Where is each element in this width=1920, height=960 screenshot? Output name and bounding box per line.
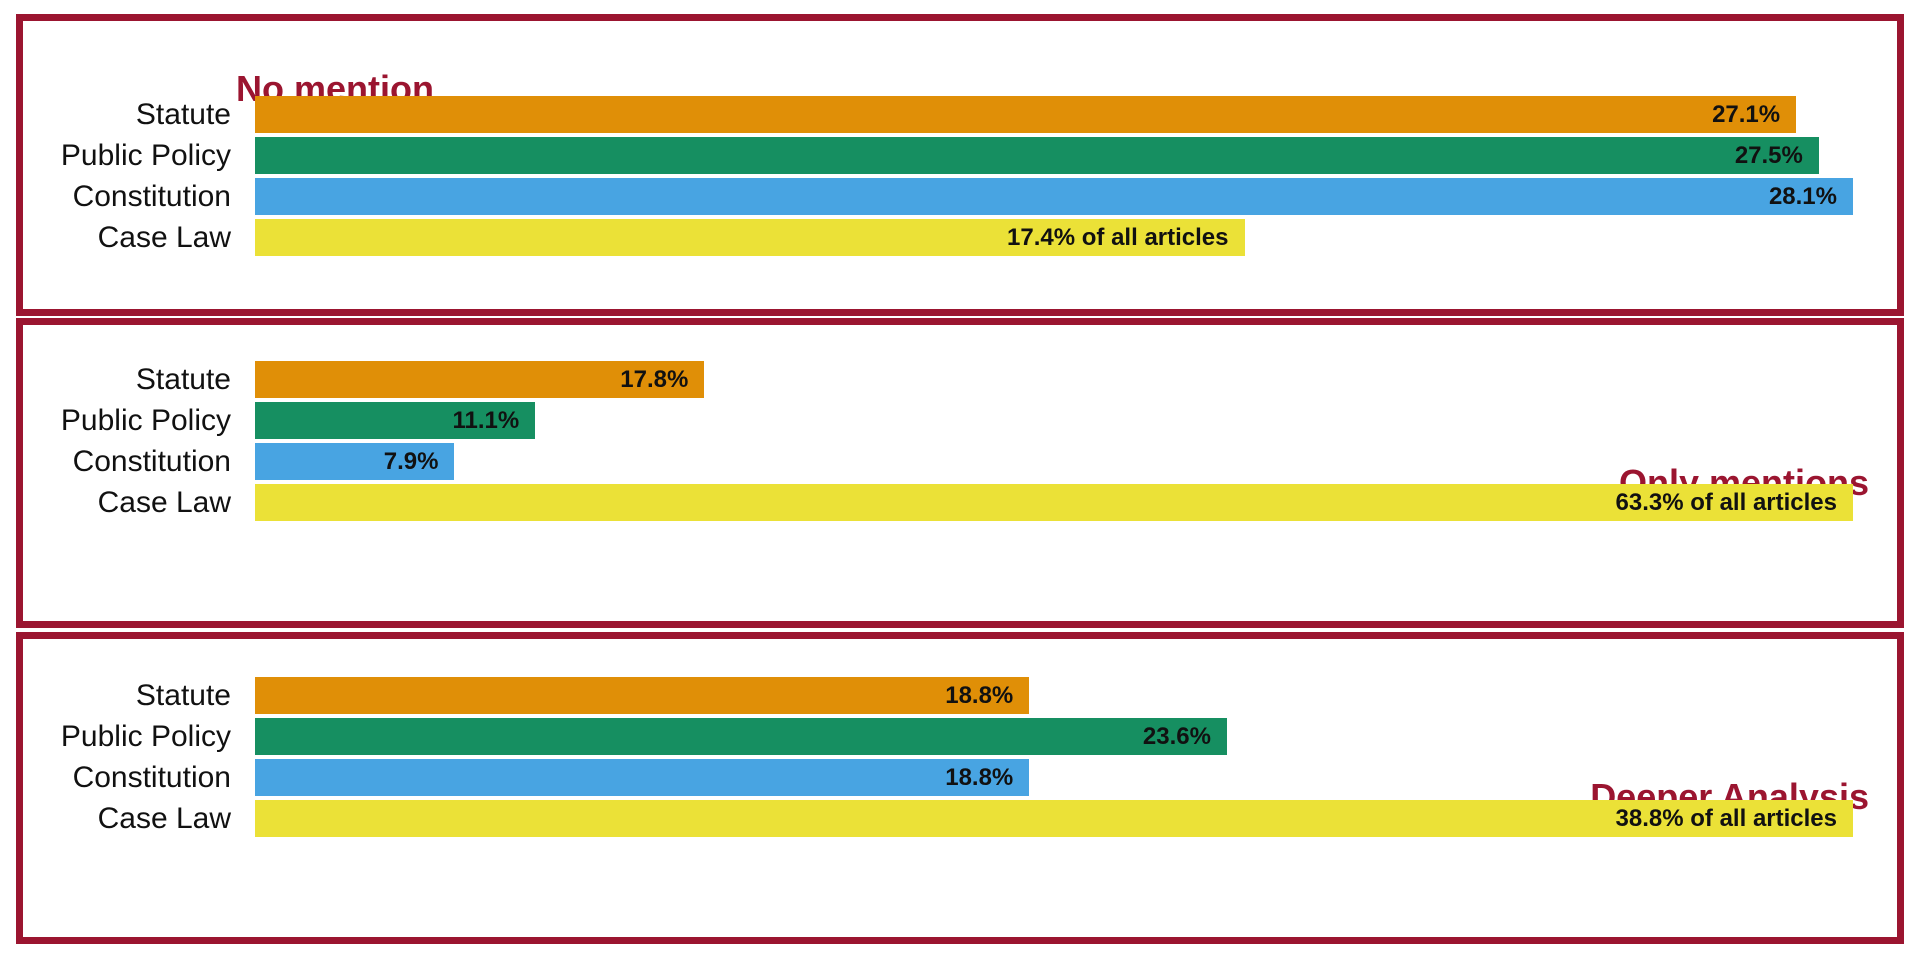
category-label: Statute [135,679,231,712]
bar: 17.4% of all articles [255,219,1245,256]
bar-row: Case Law 38.8% of all articles [23,800,1897,837]
category-label: Constitution [72,180,231,213]
category-label: Case Law [97,486,231,519]
bar-value-label: 17.4% of all articles [1007,224,1229,251]
bar-row: Case Law 17.4% of all articles [23,219,1897,256]
bar-row: Constitution 7.9% [23,443,1897,480]
bar-value-label: 23.6% [1142,723,1211,750]
category-label: Constitution [72,445,231,478]
bar-value-label: 18.8% [945,764,1014,791]
category-label: Statute [135,363,231,396]
category-label: Public Policy [60,720,231,753]
bar: 7.9% [255,443,455,480]
bar-row: Public Policy 23.6% [23,718,1897,755]
bar-value-label: 11.1% [452,407,520,434]
bar-row: Constitution 28.1% [23,178,1897,215]
bar: 27.1% [255,96,1797,133]
bar: 27.5% [255,137,1819,174]
panel-no-mention: No mention Statute 27.1% Public Policy 27.5… [16,14,1904,316]
category-label: Statute [135,98,231,131]
bar: 23.6% [255,718,1227,755]
bar-value-label: 7.9% [383,448,439,475]
panel-only-mentions: Only mentions Statute 17.8% Public Policy 1… [16,318,1904,628]
bar-value-label: 63.3% of all articles [1615,489,1837,516]
bar: 18.8% [255,677,1030,714]
category-label: Case Law [97,221,231,254]
bar-row: Case Law 63.3% of all articles [23,484,1897,521]
bar-row: Statute 18.8% [23,677,1897,714]
bar-row: Statute 17.8% [23,361,1897,398]
panel-deeper-analysis: Deeper Analysis Statute 18.8% Public Polic… [16,632,1904,944]
bar: 38.8% of all articles [255,800,1853,837]
bar-value-label: 38.8% of all articles [1615,805,1837,832]
bar-value-label: 17.8% [620,366,689,393]
bar-value-label: 27.1% [1712,101,1781,128]
bar: 17.8% [255,361,705,398]
category-label: Public Policy [60,139,231,172]
category-label: Public Policy [60,404,231,437]
bar-row: Statute 27.1% [23,96,1897,133]
bar-value-label: 27.5% [1734,142,1803,169]
bar-value-label: 18.8% [945,682,1014,709]
bar: 28.1% [255,178,1853,215]
bar-row: Constitution 18.8% [23,759,1897,796]
bar-row: Public Policy 27.5% [23,137,1897,174]
bar: 63.3% of all articles [255,484,1853,521]
bar: 11.1% [255,402,536,439]
bar-value-label: 28.1% [1768,183,1837,210]
bar: 18.8% [255,759,1030,796]
category-label: Constitution [72,761,231,794]
category-label: Case Law [97,802,231,835]
bar-row: Public Policy 11.1% [23,402,1897,439]
